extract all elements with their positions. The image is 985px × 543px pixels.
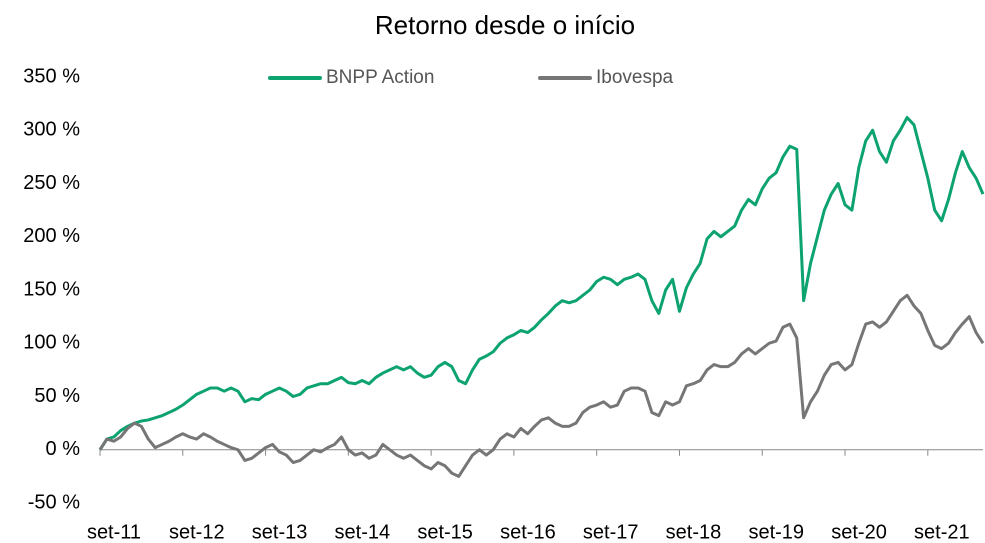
chart-title: Retorno desde o início: [375, 10, 635, 40]
y-tick-label: -50 %: [28, 491, 80, 513]
x-tick-label: set-18: [666, 521, 722, 543]
series-line: [98, 293, 985, 478]
x-tick-label: set-11: [87, 521, 141, 543]
y-tick-label: 350 %: [23, 65, 80, 87]
x-tick-label: set-13: [252, 521, 308, 543]
x-tick-label: set-17: [583, 521, 639, 543]
x-tick-label: set-12: [169, 521, 225, 543]
y-tick-label: 100 %: [23, 332, 80, 354]
y-tick-label: 250 %: [23, 172, 80, 194]
y-tick-label: 0 %: [46, 438, 81, 460]
y-tick-label: 300 %: [23, 119, 80, 141]
x-tick-label: set-19: [748, 521, 804, 543]
y-tick-label: 50 %: [34, 385, 80, 407]
y-tick-label: 200 %: [23, 225, 80, 247]
series-line: [98, 115, 985, 451]
x-tick-label: set-20: [831, 521, 887, 543]
y-tick-label: 150 %: [23, 278, 80, 300]
x-tick-label: set-21: [914, 521, 970, 543]
x-tick-label: set-16: [500, 521, 556, 543]
x-tick-label: set-15: [417, 521, 473, 543]
x-tick-label: set-14: [335, 521, 391, 543]
legend-label: BNPP Action: [326, 67, 434, 88]
legend-label: Ibovespa: [596, 67, 674, 88]
